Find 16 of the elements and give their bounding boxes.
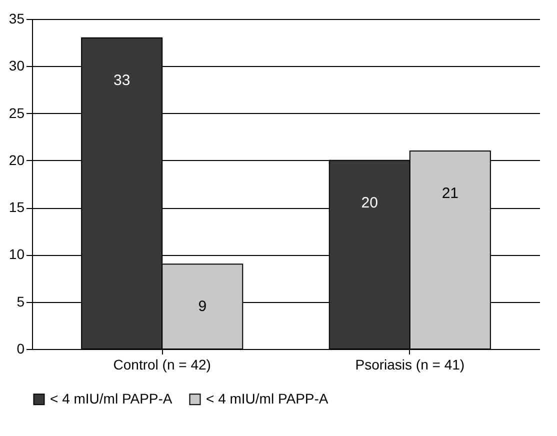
x-tick-label: Control (n = 42) (113, 356, 211, 372)
y-tick-label: 10 (8, 246, 25, 262)
data-label: 33 (113, 72, 130, 89)
y-tick-label: 35 (8, 10, 25, 26)
data-label: 21 (442, 185, 459, 202)
data-label: 20 (361, 194, 378, 212)
y-tick-label: 5 (16, 293, 25, 310)
legend-label: < 4 mIU/ml PAPP-A (206, 390, 329, 406)
y-tick-label: 30 (8, 58, 25, 74)
y-tick-label: 25 (8, 104, 25, 121)
legend-label: < 4 mIU/ml PAPP-A (50, 390, 173, 406)
x-tick-label: Psoriasis (n = 41) (355, 356, 465, 372)
y-tick-label: 20 (8, 152, 25, 168)
y-tick-label: 15 (8, 199, 25, 216)
data-label: 9 (198, 298, 207, 316)
y-tick-label: 0 (16, 340, 25, 356)
